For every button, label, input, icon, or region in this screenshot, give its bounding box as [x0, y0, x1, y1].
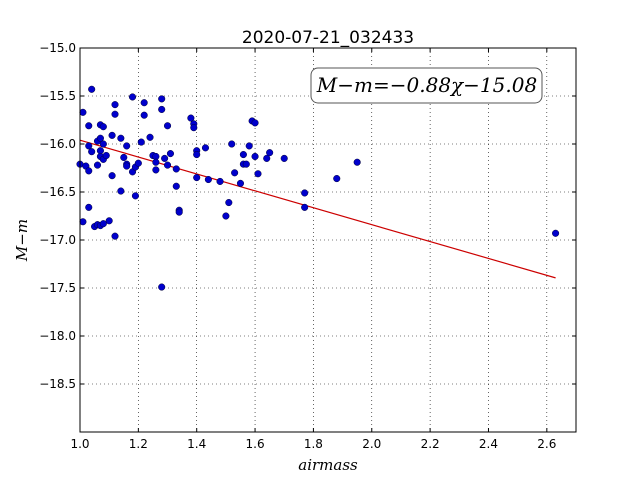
data-point [254, 170, 262, 178]
data-point [140, 111, 148, 119]
data-point [117, 134, 125, 142]
x-tick-label: 1.8 [304, 437, 323, 451]
data-point [225, 199, 233, 207]
data-point [123, 162, 131, 170]
x-axis-label: airmass [298, 456, 358, 474]
x-tick-label: 1.0 [70, 437, 89, 451]
data-point [152, 166, 160, 174]
data-point [152, 158, 160, 166]
data-point [245, 142, 253, 150]
data-point [190, 124, 198, 132]
data-point [85, 167, 93, 175]
data-point [105, 217, 113, 225]
data-point [146, 133, 154, 141]
y-tick-label: −15.0 [39, 41, 76, 55]
y-tick-label: −16.0 [39, 137, 76, 151]
data-point [93, 161, 102, 169]
data-point [99, 220, 107, 228]
data-point [88, 148, 96, 156]
data-point [120, 153, 128, 161]
data-point [131, 192, 139, 200]
data-point [172, 165, 180, 173]
data-point [123, 142, 131, 150]
data-point [163, 122, 172, 130]
x-tick-label: 1.4 [187, 437, 206, 451]
data-point [117, 187, 125, 195]
y-tick-label: −15.5 [39, 89, 76, 103]
y-tick-label: −18.0 [39, 329, 76, 343]
data-point [88, 85, 96, 93]
data-point [166, 150, 174, 158]
data-point [353, 158, 361, 166]
data-point [108, 172, 116, 180]
data-point [172, 182, 180, 190]
x-tick-label: 2.2 [421, 437, 440, 451]
data-point [301, 189, 309, 197]
annotation-box: M−m=−0.88χ−15.08 [310, 67, 543, 104]
data-point [134, 159, 142, 167]
data-point [163, 161, 172, 169]
data-point [333, 175, 341, 183]
data-point [201, 144, 210, 152]
data-point [231, 169, 239, 177]
data-point [251, 119, 259, 127]
data-point [263, 154, 271, 162]
x-tick-label: 2.0 [362, 437, 381, 451]
data-point [161, 154, 169, 162]
y-tick-label: −18.5 [39, 377, 76, 391]
data-point [239, 151, 247, 159]
data-point [552, 229, 560, 237]
data-point [266, 149, 274, 157]
data-point [85, 142, 93, 150]
data-point [99, 140, 107, 148]
data-point [96, 134, 104, 142]
data-point [158, 283, 166, 291]
fit-equation-label: M−m=−0.88χ−15.08 [316, 73, 537, 97]
data-point [204, 175, 212, 184]
data-point [102, 151, 110, 160]
data-point [137, 138, 145, 146]
x-tick-label: 1.2 [129, 437, 148, 451]
data-point [158, 105, 166, 113]
data-point [108, 131, 116, 139]
axis-ticks: 1.0 1.2 1.4 1.6 1.8 2.0 2.2 2.4 2.6 −15.0 −15.5 −16… [39, 41, 576, 451]
data-point [128, 93, 137, 101]
data-point [85, 203, 93, 211]
data-point [193, 174, 201, 182]
data-point [242, 160, 250, 168]
y-axis-label: M−m [13, 219, 31, 262]
y-tick-label: −16.5 [39, 185, 76, 199]
data-point [79, 108, 87, 116]
data-point [111, 101, 119, 109]
data-point [79, 218, 87, 226]
data-point [228, 140, 236, 148]
data-point [280, 154, 288, 162]
data-point [99, 123, 107, 131]
y-tick-label: −17.5 [39, 281, 76, 295]
data-point [193, 151, 201, 159]
data-points [76, 85, 560, 291]
data-point [158, 95, 166, 103]
x-tick-label: 1.6 [246, 437, 265, 451]
x-tick-label: 2.6 [537, 437, 556, 451]
data-point [251, 152, 259, 161]
data-point [140, 99, 148, 107]
data-point [175, 208, 183, 216]
data-point [85, 122, 93, 130]
data-point [111, 110, 119, 118]
y-tick-label: −17.0 [39, 233, 76, 247]
x-tick-label: 2.4 [479, 437, 498, 451]
data-point [111, 232, 119, 240]
data-point [236, 179, 245, 187]
chart-title: 2020-07-21_032433 [242, 28, 414, 48]
data-point [187, 114, 195, 122]
data-point [222, 212, 230, 220]
data-point [301, 203, 309, 211]
data-point [216, 177, 224, 185]
